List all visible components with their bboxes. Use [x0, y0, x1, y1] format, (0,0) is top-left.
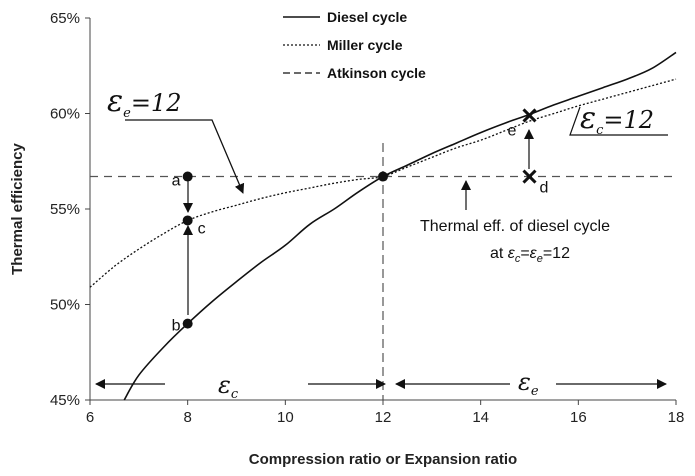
- legend: Diesel cycle Miller cycle Atkinson cycle: [283, 9, 426, 81]
- diesel-note-line2: at εc=εe=12: [490, 245, 570, 265]
- range-ee: εe: [395, 368, 667, 399]
- y-tick-group: 45% 50% 55% 60% 65%: [50, 10, 90, 409]
- range-ec-label: εc: [218, 371, 239, 402]
- point-marker-b: [182, 318, 193, 329]
- y-tick-label: 45%: [50, 392, 80, 409]
- y-axis-title: Thermal efficiency: [9, 142, 26, 274]
- point-label-e: e: [508, 122, 517, 139]
- diesel-efficiency-note: Thermal eff. of diesel cycle at εc=εe=12: [420, 180, 610, 265]
- legend-atkinson-label: Atkinson cycle: [327, 65, 426, 81]
- eps-c-symbol: εc=12: [580, 101, 654, 138]
- x-tick-label: 6: [86, 409, 94, 426]
- y-tick-label: 50%: [50, 297, 80, 314]
- point-marker-a: [182, 171, 193, 182]
- point-markers: a b c d e: [172, 108, 549, 335]
- x-tick-label: 10: [277, 409, 294, 426]
- x-tick-label: 14: [472, 409, 489, 426]
- eps-e-annotation: εe=12: [107, 84, 245, 194]
- eps-e-leader-line: [125, 119, 245, 194]
- x-tick-label: 16: [570, 409, 587, 426]
- point-marker-e: [522, 108, 537, 123]
- y-tick-label: 60%: [50, 106, 80, 123]
- range-ec: εc: [95, 371, 386, 402]
- point-label-b: b: [172, 318, 181, 335]
- point-marker-c: [182, 215, 193, 226]
- range-ee-label: εe: [518, 368, 539, 399]
- point-label-a: a: [172, 173, 181, 190]
- eps-c-leader-line: [569, 106, 668, 136]
- diesel-note-line1: Thermal eff. of diesel cycle: [420, 218, 610, 235]
- series-diesel-line: [123, 51, 677, 401]
- point-label-c: c: [198, 220, 206, 237]
- y-tick-label: 55%: [50, 201, 80, 218]
- eps-c-annotation: εc=12: [569, 101, 668, 138]
- x-tick-label: 18: [668, 409, 685, 426]
- x-tick-group: 6 8 10 12 14 16 18: [86, 400, 685, 426]
- x-axis-title: Compression ratio or Expansion ratio: [249, 451, 517, 468]
- point-marker-d: [522, 169, 537, 184]
- x-tick-label: 12: [375, 409, 392, 426]
- point-label-d: d: [540, 180, 549, 197]
- point-marker-intersection: [378, 171, 388, 182]
- eps-e-symbol: εe=12: [107, 84, 181, 121]
- legend-miller-label: Miller cycle: [327, 37, 403, 53]
- y-tick-label: 65%: [50, 10, 80, 27]
- x-tick-label: 8: [183, 409, 191, 426]
- legend-diesel-label: Diesel cycle: [327, 9, 407, 25]
